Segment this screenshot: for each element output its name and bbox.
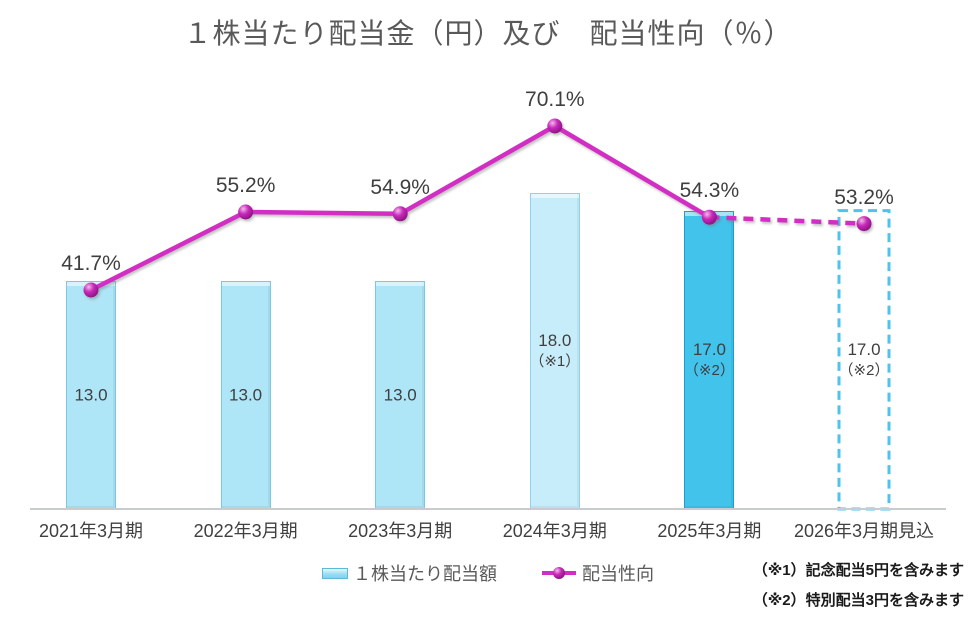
line-marker-icon [542, 567, 576, 579]
footnote-2: （※2）特別配当3円を含みます [752, 592, 964, 609]
bar-value-label: 13.0 [229, 385, 263, 405]
dividend-bar [220, 280, 271, 510]
x-axis-line [30, 508, 946, 510]
bar-value-label: 13.0 [74, 385, 108, 405]
payout-point-label: 55.2% [215, 174, 276, 197]
bar-value-label: 18.0 （※1） [529, 331, 581, 370]
x-axis-label: 2025年3月期 [657, 521, 762, 541]
x-axis-label: 2023年3月期 [348, 521, 453, 541]
x-axis-label: 2021年3月期 [38, 521, 144, 541]
payout-point-label: 41.7% [61, 252, 121, 275]
legend-item-payout: 配当性向 [541, 560, 654, 586]
footnote-1: （※1）記念配当5円を含みます [752, 562, 964, 579]
legend-label-dividend: １株当たり配当額 [353, 564, 497, 584]
legend: １株当たり配当額 配当性向 [0, 560, 976, 586]
payout-point-label: 53.2% [834, 185, 894, 209]
payout-point-label: 54.3% [679, 179, 740, 203]
bar-value-label: 17.0 （※2） [838, 339, 890, 379]
x-axis-label: 2024年3月期 [502, 521, 607, 541]
legend-item-dividend: １株当たり配当額 [322, 560, 497, 586]
bar-value-label: 17.0 （※2） [683, 339, 735, 379]
bar-swatch-icon [322, 567, 348, 579]
payout-line [89, 123, 711, 293]
dividend-bar [66, 280, 116, 510]
payout-marker [238, 204, 254, 220]
footnotes: （※1）記念配当5円を含みます （※2）特別配当3円を含みます [753, 556, 964, 616]
payout-point-label: 70.1% [525, 88, 585, 111]
chart-title: １株当たり配当金（円）及び 配当性向（％） [183, 18, 793, 49]
payout-marker [547, 118, 563, 134]
payout-point-label: 54.9% [370, 175, 430, 199]
payout-marker [856, 216, 872, 232]
x-axis-label: 2026年3月期見込 [793, 521, 935, 541]
bar-value-label: 13.0 [383, 385, 417, 405]
payout-marker [392, 206, 408, 222]
x-axis-label: 2022年3月期 [193, 521, 298, 541]
legend-label-payout: 配当性向 [582, 564, 654, 584]
